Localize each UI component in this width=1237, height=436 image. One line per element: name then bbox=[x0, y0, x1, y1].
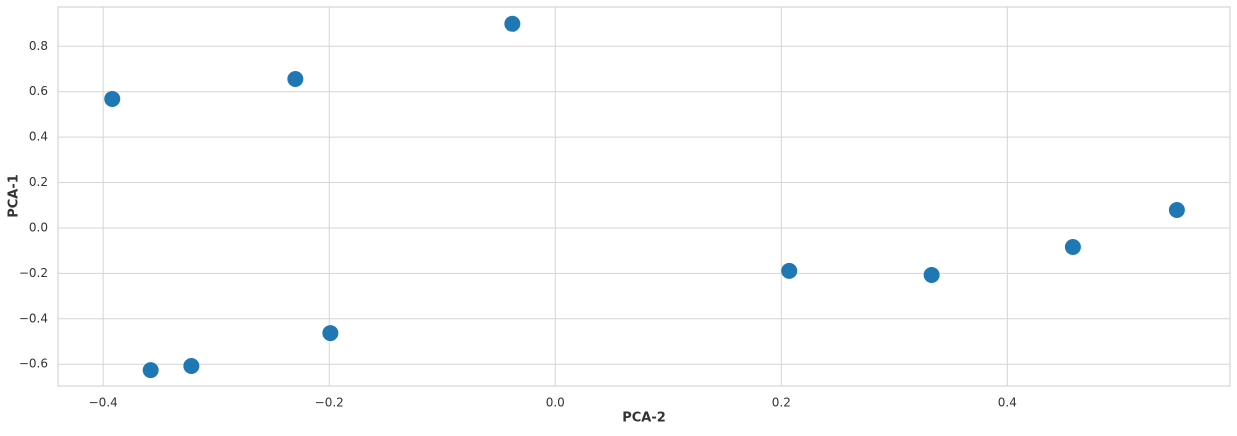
x-axis-label: PCA-2 bbox=[622, 411, 666, 426]
y-tick-label: 0.0 bbox=[29, 220, 48, 234]
plot-area bbox=[57, 6, 1231, 387]
point bbox=[923, 266, 940, 283]
y-tick-label: 0.6 bbox=[29, 84, 48, 98]
point bbox=[142, 362, 159, 379]
point bbox=[504, 15, 521, 32]
x-tick-label: 0.2 bbox=[772, 396, 791, 410]
x-tick-label: −0.4 bbox=[89, 396, 118, 410]
y-tick-label: 0.2 bbox=[29, 175, 48, 189]
point bbox=[183, 358, 200, 375]
point bbox=[322, 325, 339, 342]
x-tick-label: 0.0 bbox=[546, 396, 565, 410]
y-tick-label: 0.8 bbox=[29, 39, 48, 53]
y-tick-label: 0.4 bbox=[29, 130, 48, 144]
x-tick-label: 0.4 bbox=[998, 396, 1017, 410]
point bbox=[781, 262, 798, 279]
point bbox=[104, 90, 121, 107]
y-axis-label: PCA-1 bbox=[7, 174, 22, 218]
grid bbox=[58, 7, 1230, 386]
point bbox=[1168, 202, 1185, 219]
y-tick-label: −0.4 bbox=[19, 311, 48, 325]
x-tick-label: −0.2 bbox=[315, 396, 344, 410]
y-tick-label: −0.2 bbox=[19, 266, 48, 280]
point bbox=[1064, 239, 1081, 256]
y-tick-label: −0.6 bbox=[19, 357, 48, 371]
point bbox=[287, 70, 304, 87]
